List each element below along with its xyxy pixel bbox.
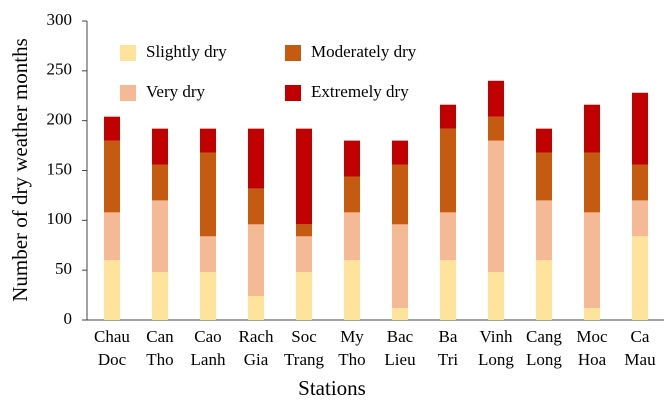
bar-segment [248,224,264,297]
bar-segment [248,188,264,225]
x-tick-label: Chau [94,327,130,346]
bar-segment [200,272,216,320]
bar-segment [536,200,552,261]
bar-segment [296,272,312,320]
x-tick-label: Cang [526,327,562,346]
bar-segment [200,152,216,237]
y-tick-label: 150 [47,159,73,178]
x-tick-label: Ca [631,327,650,346]
bar-segment [584,104,600,153]
y-tick-label: 200 [47,110,73,129]
legend-swatch [285,45,301,61]
x-tick-label: Bac [387,327,414,346]
x-tick-label: Doc [98,350,127,369]
bar-segment [296,224,312,237]
bar-segment [152,272,168,320]
x-tick-label: Rach [239,327,274,346]
legend-label: Extremely dry [311,82,409,101]
bar-segment [152,200,168,273]
y-tick-label: 100 [47,209,73,228]
y-tick-label: 250 [47,60,73,79]
x-tick-label: Trang [284,350,324,369]
bar-segment [584,212,600,309]
y-tick-label: 0 [64,309,73,328]
bar-segment [248,128,264,189]
bar-segment [440,128,456,213]
legend-swatch [120,45,136,61]
x-tick-label: Ba [439,327,458,346]
bar-segment [584,152,600,213]
bar-segment [104,140,120,213]
x-tick-label: Tho [338,350,365,369]
y-tick-label: 300 [47,10,73,29]
x-tick-label: Hoa [578,350,607,369]
bar-segment [392,308,408,320]
bar-segment [536,128,552,153]
bar-segment [584,308,600,320]
bar-segment [392,224,408,309]
bar-segment [632,200,648,237]
bar-segment [200,236,216,273]
x-axis-title: Stations [298,376,366,400]
bar-segment [536,260,552,320]
bar-segment [488,272,504,320]
y-axis-title: Number of dry weather months [8,38,32,302]
x-tick-label: My [340,327,364,346]
bar-segment [392,164,408,225]
x-tick-label: Long [526,350,562,369]
x-tick-label: Cao [194,327,221,346]
bar-segment [344,176,360,213]
bar-segment [488,116,504,141]
x-tick-label: Can [146,327,174,346]
bar-segment [200,128,216,153]
bar-segment [440,260,456,320]
bar-segment [440,212,456,261]
bar-segment [632,236,648,320]
bar-segment [344,140,360,177]
legend-label: Very dry [146,82,206,101]
bar-segment [392,140,408,165]
bar-segment [296,128,312,225]
bar-segment [344,212,360,261]
legend-swatch [285,85,301,101]
bar-segment [632,92,648,165]
legend-label: Moderately dry [311,42,417,61]
x-tick-label: Gia [244,350,269,369]
bar-segment [104,260,120,320]
bar-segment [536,152,552,201]
bar-segment [104,116,120,141]
bar-segment [104,212,120,261]
y-tick-label: 50 [55,259,72,278]
bar-segment [632,164,648,201]
bar-segment [152,164,168,201]
x-tick-label: Mau [624,350,656,369]
x-tick-label: Vinh [480,327,513,346]
x-tick-label: Tho [146,350,173,369]
x-tick-label: Soc [291,327,317,346]
x-tick-label: Lieu [384,350,416,369]
bar-segment [152,128,168,165]
x-tick-label: Tri [438,350,458,369]
x-tick-label: Long [478,350,514,369]
bar-segment [488,140,504,273]
x-tick-label: Lanh [191,350,226,369]
bar-segment [248,296,264,320]
bar-segment [488,80,504,117]
bar-segment [440,104,456,129]
legend-swatch [120,85,136,101]
bar-segment [344,260,360,320]
legend-label: Slightly dry [146,42,227,61]
bar-segment [296,236,312,273]
x-tick-label: Moc [576,327,608,346]
